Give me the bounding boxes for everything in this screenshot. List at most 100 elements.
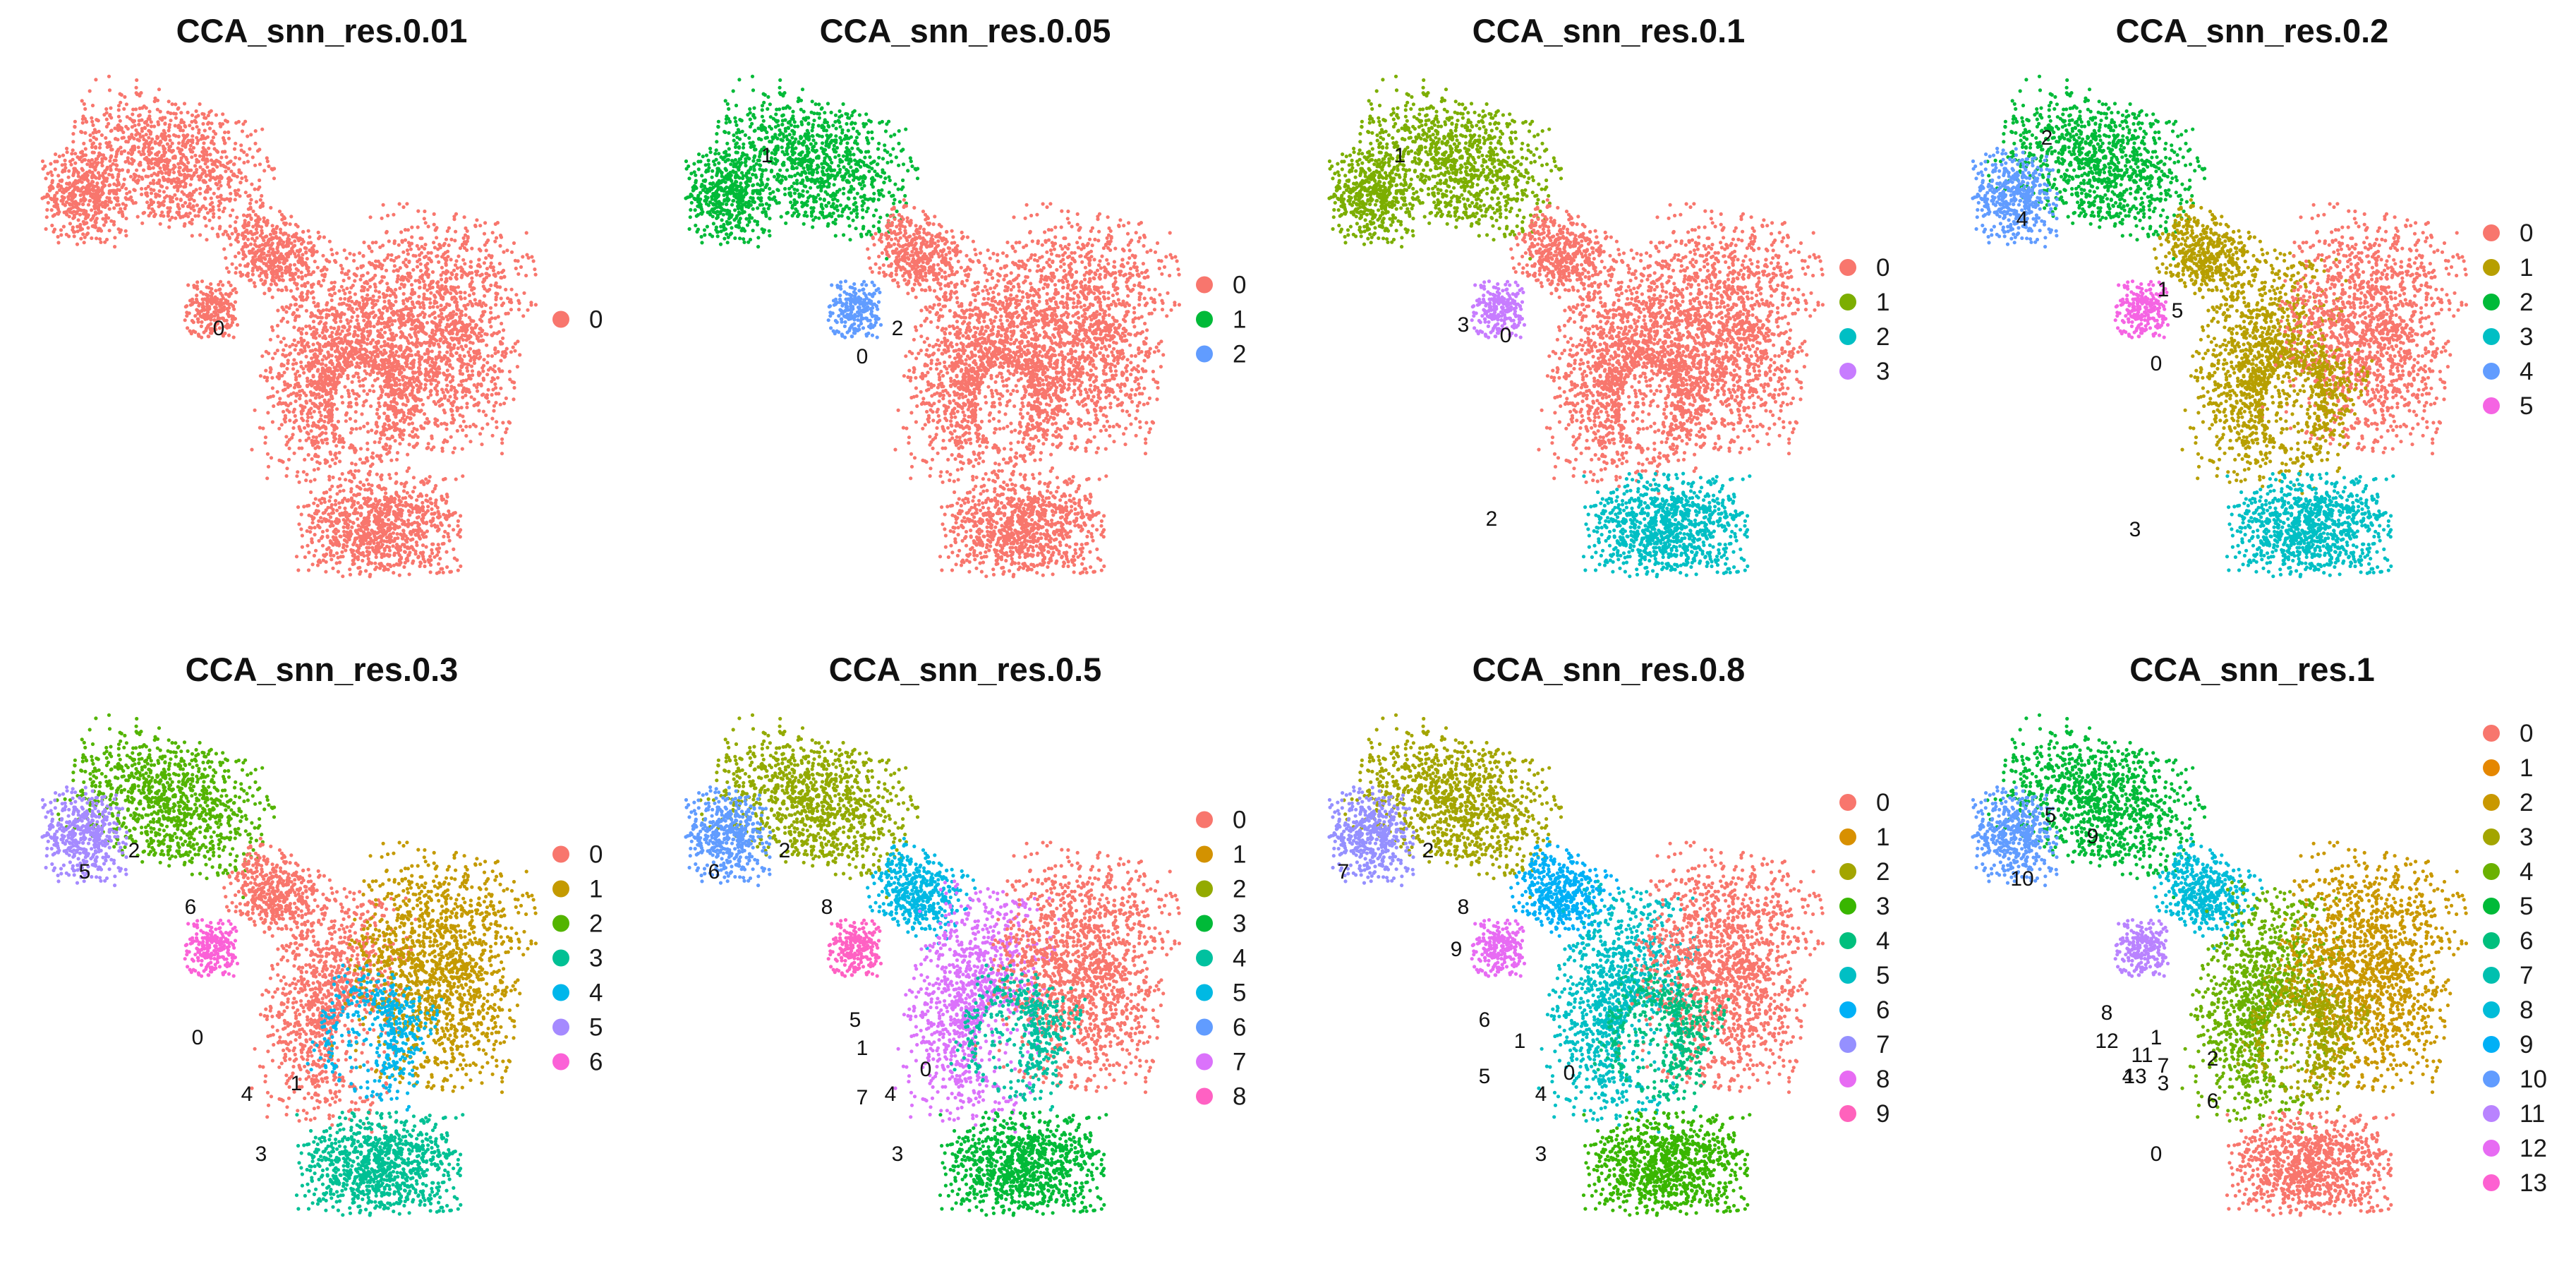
cell-point — [449, 435, 453, 439]
cell-point — [345, 287, 349, 291]
cell-point — [529, 301, 533, 305]
cell-point — [429, 260, 434, 264]
cell-point — [293, 243, 297, 248]
cell-point — [170, 102, 174, 107]
cell-point — [103, 240, 107, 244]
cell-point — [338, 315, 342, 320]
cell-point — [153, 157, 157, 162]
cell-point — [281, 316, 285, 320]
cell-point — [204, 224, 208, 228]
cell-point — [301, 229, 306, 234]
cell-point — [423, 341, 428, 345]
cell-point — [300, 341, 304, 345]
cell-point — [101, 153, 106, 157]
cell-point — [249, 133, 253, 137]
cell-point — [229, 191, 233, 195]
cell-point — [448, 313, 453, 317]
cell-point — [286, 440, 290, 445]
cell-point — [121, 135, 126, 140]
cell-point — [410, 300, 415, 304]
cell-point — [439, 277, 444, 282]
cell-point — [362, 389, 366, 393]
cell-point — [306, 376, 310, 380]
cell-point — [296, 470, 300, 474]
cell-point — [182, 224, 186, 228]
cell-point — [424, 297, 428, 301]
cell-point — [514, 266, 518, 270]
cell-point — [90, 145, 95, 150]
cell-point — [260, 204, 264, 208]
cell-point — [358, 487, 363, 491]
cell-point — [123, 203, 128, 207]
cell-point — [326, 369, 331, 374]
cell-point — [410, 225, 414, 229]
cell-point — [179, 111, 183, 115]
cell-point — [169, 200, 173, 204]
cell-point — [208, 187, 212, 191]
cell-point — [284, 474, 289, 478]
cell-point — [212, 212, 216, 216]
cell-point — [380, 279, 384, 283]
cell-point — [361, 384, 365, 388]
cell-point — [219, 155, 224, 159]
cell-point — [521, 314, 526, 318]
cell-point — [50, 223, 54, 228]
cell-point — [322, 419, 327, 424]
cell-point — [265, 452, 270, 456]
cell-point — [470, 319, 474, 323]
cell-point — [282, 337, 286, 341]
cell-point — [229, 323, 234, 327]
cell-point — [292, 358, 296, 362]
cell-point — [243, 119, 248, 123]
cell-point — [429, 282, 433, 286]
cell-point — [130, 135, 134, 139]
cell-point — [320, 438, 324, 442]
cell-point — [253, 212, 258, 217]
cell-point — [250, 182, 254, 186]
cell-point — [451, 375, 455, 379]
cell-point — [189, 206, 193, 210]
cell-point — [297, 480, 301, 484]
cell-point — [294, 297, 298, 301]
cell-point — [372, 345, 377, 349]
cell-point — [94, 157, 98, 162]
cell-point — [425, 351, 430, 356]
cell-point — [216, 315, 220, 320]
cell-point — [307, 409, 312, 414]
cell-point — [316, 308, 321, 313]
cell-point — [454, 275, 458, 279]
cell-point — [265, 375, 270, 380]
cell-point — [401, 250, 406, 254]
cell-point — [310, 332, 314, 337]
cell-point — [300, 275, 304, 279]
cell-point — [464, 393, 468, 397]
cell-point — [330, 312, 334, 317]
cell-point — [202, 180, 206, 184]
cell-point — [167, 225, 171, 229]
cell-point — [118, 119, 122, 123]
cell-point — [464, 272, 468, 277]
cell-point — [272, 253, 277, 258]
cell-point — [321, 253, 325, 258]
cell-point — [150, 137, 155, 141]
cell-point — [293, 239, 297, 243]
cell-point — [343, 339, 347, 343]
cell-point — [400, 331, 405, 336]
cell-point — [217, 186, 221, 191]
cell-point — [397, 243, 401, 247]
cell-point — [454, 477, 458, 481]
cell-point — [376, 259, 380, 263]
cell-point — [415, 516, 420, 520]
cell-point — [531, 259, 536, 263]
cell-point — [327, 366, 331, 370]
cell-point — [423, 359, 427, 363]
cell-point — [195, 141, 200, 145]
cell-point — [426, 558, 430, 562]
cell-point — [224, 155, 229, 159]
cell-point — [409, 275, 413, 279]
cell-point — [421, 303, 426, 308]
cell-point — [144, 191, 148, 195]
cell-point — [148, 181, 152, 186]
cell-point — [416, 555, 421, 560]
cell-point — [440, 446, 445, 450]
